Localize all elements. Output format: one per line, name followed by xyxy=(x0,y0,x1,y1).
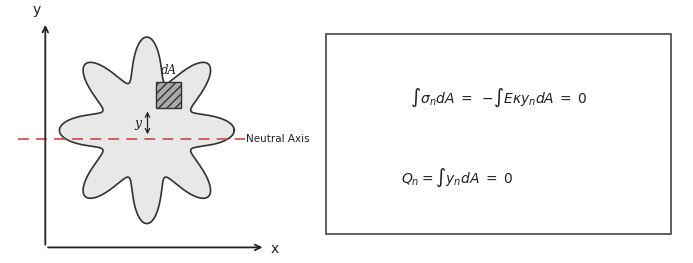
Text: y: y xyxy=(33,3,42,17)
Polygon shape xyxy=(60,37,234,224)
Text: $\int \sigma_n dA\; =\; -\!\int E\kappa y_n dA\; =\; 0$: $\int \sigma_n dA\; =\; -\!\int E\kappa … xyxy=(410,87,588,109)
Text: x: x xyxy=(271,242,279,256)
Text: y: y xyxy=(134,117,141,130)
FancyBboxPatch shape xyxy=(326,34,672,234)
Bar xyxy=(156,82,182,108)
Text: Neutral Axis: Neutral Axis xyxy=(246,134,310,144)
Text: $Q_n = \int y_n dA\; =\; 0$: $Q_n = \int y_n dA\; =\; 0$ xyxy=(401,167,514,189)
Text: dA: dA xyxy=(161,64,177,77)
